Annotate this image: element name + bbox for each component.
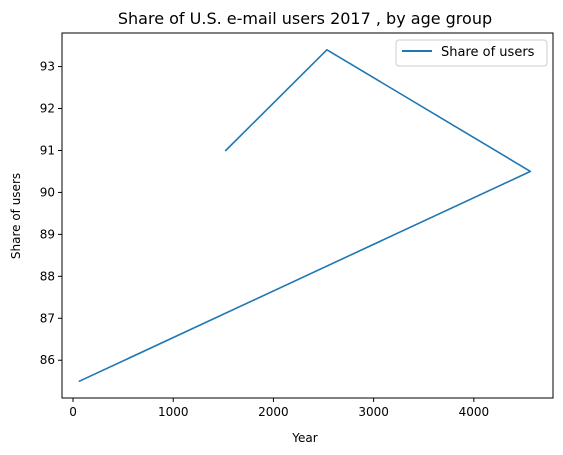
- x-tick-label: 2000: [258, 405, 289, 419]
- y-tick-label: 87: [40, 311, 55, 325]
- legend-label: Share of users: [441, 45, 535, 60]
- y-tick-label: 91: [40, 143, 55, 157]
- x-tick-label: 4000: [459, 405, 490, 419]
- x-tick-label: 0: [69, 405, 77, 419]
- y-axis-label: Share of users: [9, 173, 23, 259]
- y-tick-label: 93: [40, 60, 55, 74]
- legend: Share of users: [395, 39, 548, 67]
- y-tick-label: 88: [40, 269, 55, 283]
- x-tick-label: 1000: [158, 405, 189, 419]
- chart-title: Share of U.S. e-mail users 2017 , by age…: [118, 9, 492, 28]
- series-layer: [78, 48, 532, 383]
- y-tick-label: 86: [40, 353, 55, 367]
- legend-box: [395, 39, 548, 67]
- y-tick-label: 90: [40, 185, 55, 199]
- series-line: [78, 48, 532, 383]
- plot-frame: [61, 32, 554, 399]
- x-tick-label: 3000: [358, 405, 389, 419]
- x-axis-ticks: 0 1000 2000 3000 4000: [69, 398, 489, 419]
- y-tick-label: 92: [40, 102, 55, 116]
- y-tick-label: 89: [40, 227, 55, 241]
- x-axis-label: Year: [291, 431, 317, 445]
- y-axis-ticks: 86 87 88 89 90 91 92 93: [40, 60, 62, 367]
